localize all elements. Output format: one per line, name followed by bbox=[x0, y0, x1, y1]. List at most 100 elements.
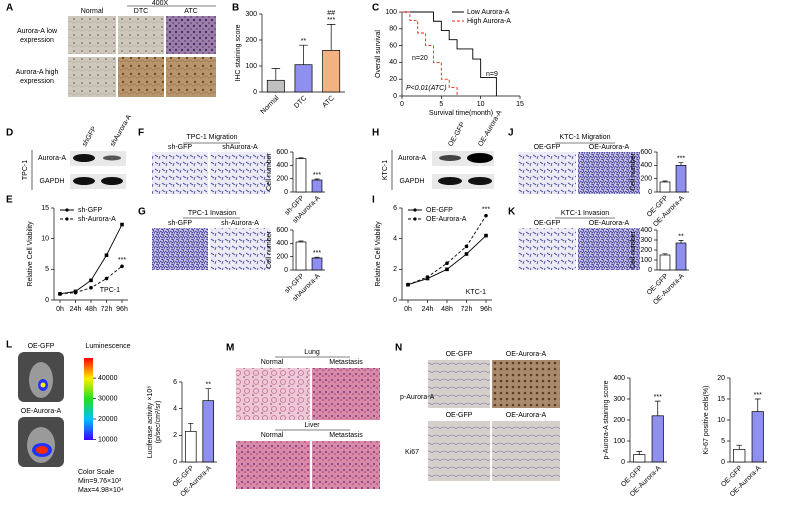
significance: *** bbox=[482, 207, 490, 214]
bar bbox=[295, 158, 307, 193]
y-axis-label: Cell number bbox=[630, 152, 637, 190]
bar bbox=[659, 254, 671, 271]
figure-label: TPC-1 bbox=[22, 160, 29, 180]
x-tick-label: 0h bbox=[404, 306, 412, 313]
legend-marker bbox=[413, 208, 417, 212]
point bbox=[484, 233, 488, 238]
y-tick-label: 600 bbox=[640, 149, 652, 156]
y-axis-label: Cell number bbox=[266, 230, 273, 268]
y-tick-label: 400 bbox=[276, 240, 288, 247]
panel-letter: F bbox=[138, 128, 144, 139]
series-line bbox=[407, 215, 487, 286]
x-tick-label: 72h bbox=[461, 306, 473, 313]
point bbox=[104, 253, 109, 258]
colorbar-tick-label: 20000 bbox=[98, 416, 118, 423]
y-tick-label: 600 bbox=[276, 227, 288, 234]
bar bbox=[751, 411, 764, 463]
significance: *** bbox=[313, 250, 321, 257]
point bbox=[464, 252, 469, 256]
x-tick-label: 24h bbox=[422, 306, 434, 313]
legend-label: sh-Aurora-A bbox=[78, 216, 116, 223]
panel-letter: E bbox=[6, 195, 13, 206]
point bbox=[120, 264, 124, 269]
chart-note: n=20 bbox=[412, 55, 428, 62]
error-bar bbox=[271, 68, 281, 81]
figure-label: Aurora-A low bbox=[17, 28, 58, 35]
y-axis-label: p-Aurora-A staining score bbox=[603, 380, 610, 459]
y-tick-label: 200 bbox=[640, 176, 652, 183]
panel-letter: M bbox=[226, 343, 234, 354]
figure-label: Aurora-A bbox=[38, 155, 66, 162]
panel-letter: D bbox=[6, 128, 13, 139]
figure-label: Metastasis bbox=[329, 432, 363, 439]
point bbox=[484, 213, 488, 218]
bar bbox=[311, 179, 323, 193]
y-tick-label: 200 bbox=[613, 417, 625, 424]
point bbox=[445, 267, 449, 272]
y-tick-label: 40 bbox=[389, 59, 397, 66]
bar bbox=[322, 50, 341, 93]
x-tick-label: 5 bbox=[439, 101, 443, 108]
y-tick-label: 0 bbox=[648, 267, 652, 274]
significance: ## bbox=[327, 10, 335, 17]
figure-label: OE-GFP bbox=[446, 351, 473, 358]
figure-label: OE-Aurora-A bbox=[506, 351, 547, 358]
figure-label: OE-GFP bbox=[28, 343, 55, 350]
colorbar-tick-label: 10000 bbox=[98, 436, 118, 443]
bar bbox=[633, 454, 646, 463]
figure-label: shAurora-A bbox=[109, 113, 133, 147]
y-tick-label: 0 bbox=[721, 459, 725, 466]
error-bar bbox=[678, 240, 684, 243]
figure-label: Metastasis bbox=[329, 359, 363, 366]
y-tick-label: 400 bbox=[640, 162, 652, 169]
bar bbox=[202, 400, 215, 463]
y-tick-label: 0 bbox=[621, 459, 625, 466]
y-axis-label: Relative Cell Viability bbox=[27, 221, 34, 287]
y-tick-label: 15 bbox=[41, 205, 49, 212]
significance: ** bbox=[301, 38, 307, 45]
y-tick-label: 60 bbox=[389, 42, 397, 49]
y-tick-label: 200 bbox=[640, 247, 652, 254]
legend-marker bbox=[65, 208, 69, 212]
y-axis-label: Overall survival bbox=[375, 30, 382, 78]
figure-label: OE-GFP bbox=[534, 220, 561, 227]
figure-label: DTC bbox=[134, 8, 148, 15]
figure-label: Min=9.76×10³ bbox=[78, 478, 122, 485]
point bbox=[120, 222, 124, 227]
figure-label: TPC-1 Migration bbox=[187, 134, 238, 141]
panel-letter: K bbox=[508, 207, 516, 218]
y-tick-label: 100 bbox=[245, 63, 257, 70]
x-tick-label: 0 bbox=[400, 101, 404, 108]
error-bar bbox=[205, 388, 211, 401]
figure-label: Ki67 bbox=[405, 449, 419, 456]
y-tick-label: 100 bbox=[613, 438, 625, 445]
y-tick-label: 400 bbox=[276, 162, 288, 169]
y-tick-label: 10 bbox=[41, 236, 49, 243]
significance: *** bbox=[118, 257, 126, 264]
y-tick-label: 0 bbox=[648, 189, 652, 196]
figure-label: 400X bbox=[152, 0, 169, 7]
x-tick-label: 48h bbox=[85, 306, 97, 313]
figure-label: Max=4.98×10⁴ bbox=[78, 487, 124, 494]
significance: *** bbox=[313, 172, 321, 179]
y-tick-label: 0 bbox=[393, 297, 397, 304]
panel-letter: L bbox=[6, 340, 12, 351]
chart-note: P<0.01(ATC) bbox=[406, 85, 447, 92]
y-tick-label: 2 bbox=[393, 266, 397, 273]
y-tick-label: 6 bbox=[173, 379, 177, 386]
x-tick-label: 24h bbox=[70, 306, 82, 313]
y-tick-label: 300 bbox=[640, 237, 652, 244]
panel-letter: H bbox=[372, 128, 379, 139]
panel-letter: J bbox=[508, 128, 514, 139]
y-tick-label: 200 bbox=[276, 176, 288, 183]
significance: ** bbox=[678, 233, 684, 240]
significance: *** bbox=[754, 392, 762, 399]
y-tick-label: 4 bbox=[393, 236, 397, 243]
y-tick-label: 300 bbox=[613, 396, 625, 403]
point bbox=[464, 244, 469, 249]
y-tick-label: 0 bbox=[45, 297, 49, 304]
bar bbox=[184, 430, 197, 463]
x-tick-label: 10 bbox=[477, 101, 485, 108]
figure-label: OE-Aurora-A bbox=[506, 412, 547, 419]
